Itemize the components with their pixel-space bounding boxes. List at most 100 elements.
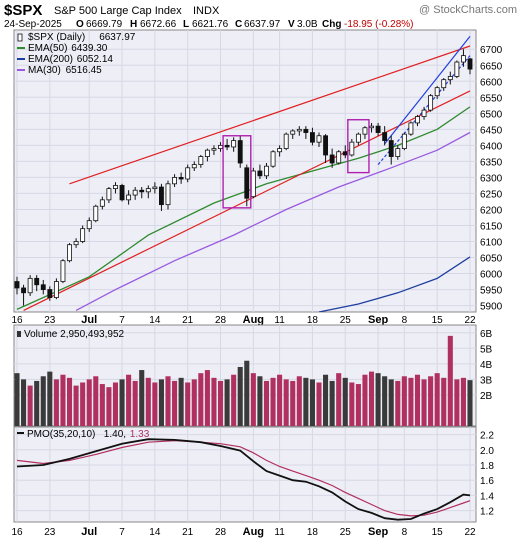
price-tick-label: 6100 xyxy=(480,238,503,249)
candle-up xyxy=(204,149,210,157)
volume-bar-down xyxy=(244,360,250,426)
candle-down xyxy=(139,189,145,193)
volume-bar-up xyxy=(165,376,171,426)
volume-bar-down xyxy=(309,379,315,426)
date-label: 24-Sep-2025 xyxy=(4,19,62,30)
candle-up xyxy=(264,165,269,177)
x-tick-label: Sep xyxy=(368,314,388,326)
volume-bar-up xyxy=(250,373,256,426)
volume-bar-up xyxy=(145,377,151,426)
header: $SPX S&P 500 Large Cap Index INDX @ Stoc… xyxy=(4,2,517,30)
x-tick-label: 11 xyxy=(274,315,285,326)
price-tick-label: 6150 xyxy=(480,221,503,232)
volume-bar-down xyxy=(119,379,125,426)
x-tick-label: 25 xyxy=(340,315,352,326)
ohlc-c-value: 6637.97 xyxy=(244,19,281,30)
candle-down xyxy=(237,140,243,164)
x-tick-label: 11 xyxy=(274,527,285,538)
x-tick-label: Aug xyxy=(243,314,264,326)
volume-bar-up xyxy=(349,382,355,426)
candle-up xyxy=(27,277,33,294)
ohlc-l-value: 6621.76 xyxy=(192,19,229,30)
volume-bar-up xyxy=(428,376,434,426)
candle-up xyxy=(231,140,237,148)
price-tick-label: 6500 xyxy=(480,109,503,120)
candle-up xyxy=(415,116,420,124)
volume-bar-up xyxy=(336,373,342,426)
volume-bar-down xyxy=(34,380,40,426)
price-tick-label: 6550 xyxy=(480,93,503,104)
panel-background xyxy=(13,426,477,523)
candle-up xyxy=(67,244,72,262)
volume-legend-swatch xyxy=(17,331,21,337)
x-tick-label: Sep xyxy=(368,526,388,538)
volume-bar-up xyxy=(126,374,132,426)
volume-bar-up xyxy=(217,380,224,426)
pmo-legend-label: PMO(35,20,10) xyxy=(27,429,95,440)
volume-bar-up xyxy=(316,382,322,426)
price-panel: 5900 5950 6000 6050 6100 6150 6200 6250 6300 6350… xyxy=(11,29,503,326)
candle-up xyxy=(428,95,434,111)
volume-bar-up xyxy=(106,387,112,426)
volume-bar-up xyxy=(368,371,375,426)
volume-bar-down xyxy=(139,370,145,426)
volume-bar-up xyxy=(27,385,33,426)
candle-up xyxy=(106,188,112,201)
candle-up xyxy=(349,141,355,156)
x-tick-label: 14 xyxy=(149,527,161,538)
volume-bar-down xyxy=(158,379,164,426)
x-tick-label: 18 xyxy=(307,315,319,326)
volume-bar-up xyxy=(211,377,217,426)
legend-label: EMA(200) xyxy=(28,54,73,65)
ohlc-v-label: V xyxy=(288,19,295,30)
ohlc-c-label: C xyxy=(235,19,242,30)
volume-bar-up xyxy=(172,380,178,426)
candle-up xyxy=(355,133,361,143)
ohlc-o-label: O xyxy=(76,19,84,30)
volume-panel: 2B 3B 4B 5B 6B Volume 2,950,493,952 xyxy=(13,324,493,427)
volume-bar-up xyxy=(362,374,368,426)
candle-up xyxy=(211,148,217,151)
highlight-box xyxy=(222,135,252,209)
highlight-box xyxy=(347,119,370,174)
candle-up xyxy=(270,151,276,167)
volume-tick-label: 5B xyxy=(480,344,493,355)
index-name: S&P 500 Large Cap Index xyxy=(54,5,182,17)
candle-up xyxy=(145,188,151,193)
x-tick-label: Aug xyxy=(243,526,264,538)
volume-bar-down xyxy=(257,376,263,426)
x-tick-label: Jul xyxy=(81,314,97,326)
candle-up xyxy=(336,151,342,164)
candle-up xyxy=(395,148,401,157)
volume-bar-down xyxy=(14,373,20,426)
volume-tick-label: 6B xyxy=(480,329,493,340)
price-tick-label: 6200 xyxy=(480,205,503,216)
volume-bar-down xyxy=(375,373,381,426)
candle-up xyxy=(277,148,283,153)
legend-label: MA(30) xyxy=(28,65,61,76)
volume-tick-label: 4B xyxy=(480,360,493,371)
ohlc-chg-value: -18.95 (-0.28%) xyxy=(344,19,413,30)
legend-label: EMA(50) xyxy=(28,43,67,54)
x-tick-label: 28 xyxy=(215,315,227,326)
ohlc-chg-label: Chg xyxy=(322,19,341,30)
candle-down xyxy=(158,186,164,206)
candle-up xyxy=(60,260,66,282)
exchange-label: INDX xyxy=(193,5,220,17)
candle-down xyxy=(119,185,125,201)
series-line-ma-30- xyxy=(75,131,471,311)
candle-down xyxy=(375,125,381,133)
candle-up xyxy=(165,183,171,206)
candle-up xyxy=(113,185,118,190)
symbol-title: $SPX xyxy=(4,2,42,19)
x-tick-label: 23 xyxy=(44,315,56,326)
volume-bar-up xyxy=(185,382,191,426)
x-tick-label: 28 xyxy=(215,527,227,538)
volume-bar-up xyxy=(198,373,204,426)
volume-bar-up xyxy=(53,379,59,426)
price-tick-label: 6650 xyxy=(480,61,503,72)
volume-tick-label: 2B xyxy=(480,391,493,402)
candle-up xyxy=(53,281,59,298)
volume-bar-up xyxy=(401,376,407,426)
